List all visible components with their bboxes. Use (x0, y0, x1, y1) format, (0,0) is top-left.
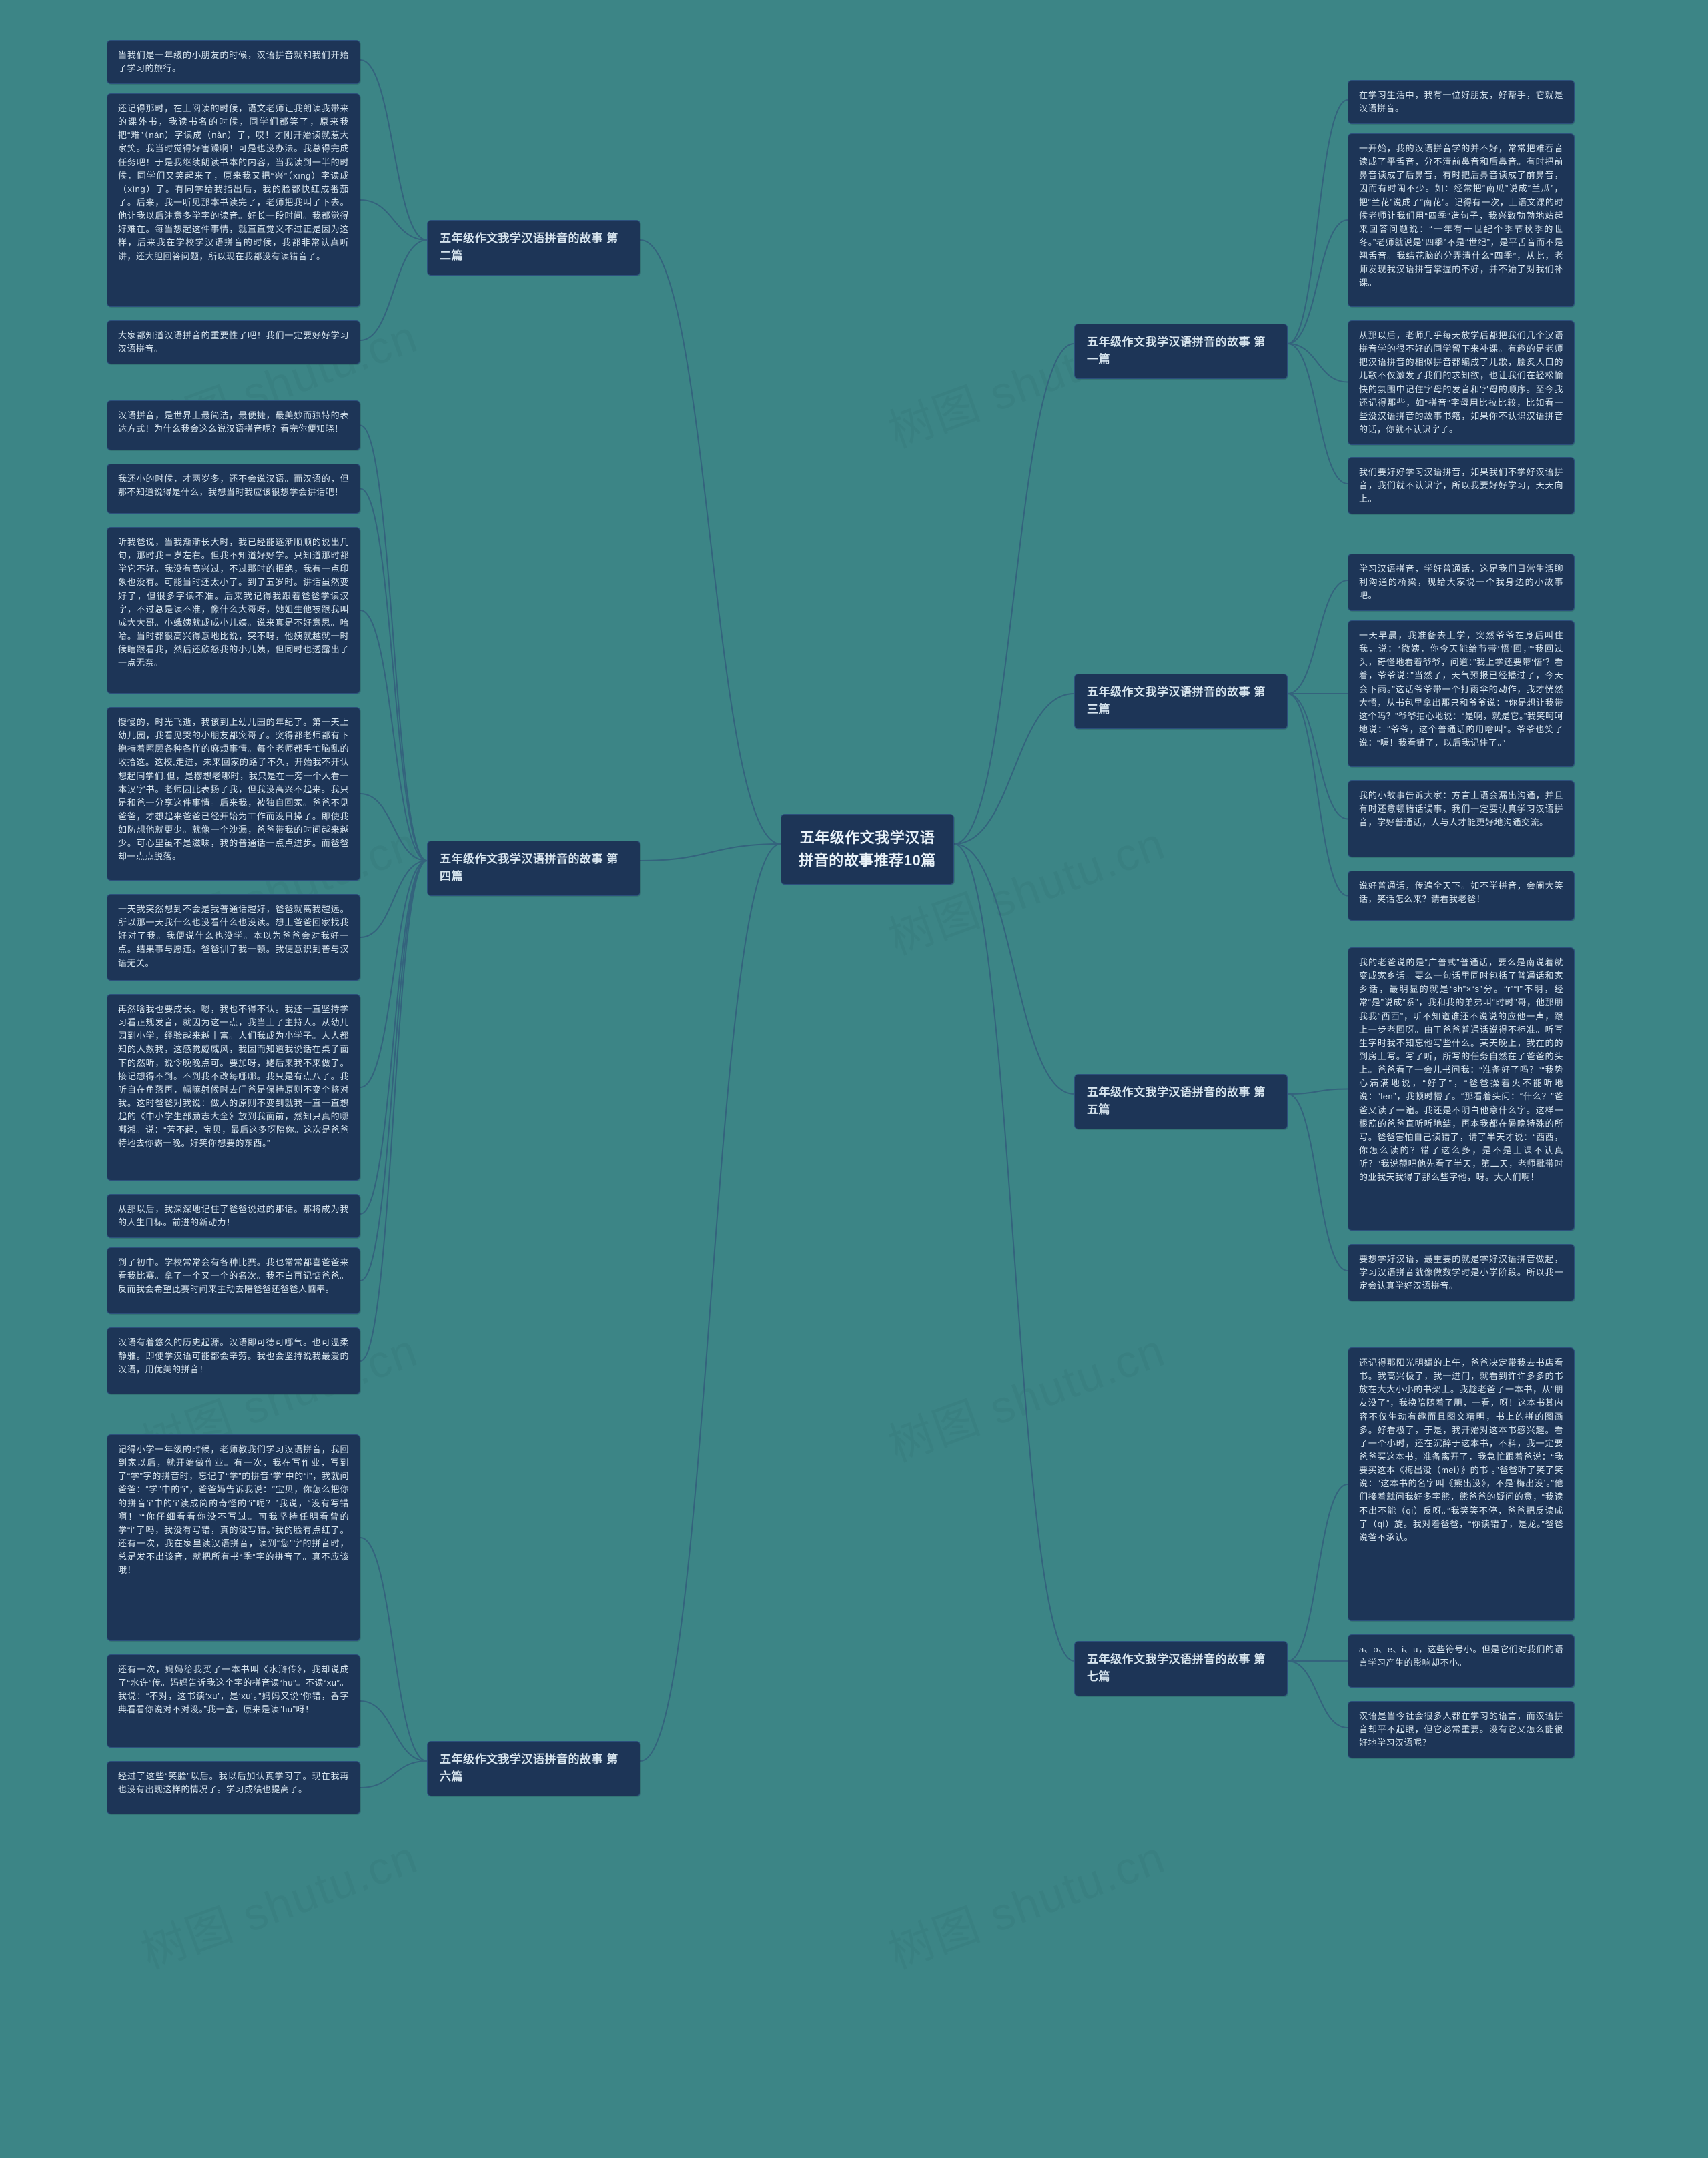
branch-node[interactable]: 五年级作文我学汉语拼音的故事 第四篇 (427, 841, 640, 896)
leaf-node: 学习汉语拼音，学好普通话，这是我们日常生活聊利沟通的桥梁，现给大家说一个我身边的… (1348, 554, 1575, 611)
leaf-node: 到了初中。学校常常会有各种比赛。我也常常都喜爸爸来看我比赛。拿了一个又一个的名次… (107, 1247, 360, 1314)
leaf-node: 再然啥我也要成长。嗯，我也不得不认。我还一直坚持学习看正规发音，就因为这一点，我… (107, 994, 360, 1181)
leaf-node: 当我们是一年级的小朋友的时候，汉语拼音就和我们开始了学习的旅行。 (107, 40, 360, 84)
leaf-node: 还记得那时，在上阅读的时候，语文老师让我朗读我带来的课外书，我读书名的时候，同学… (107, 93, 360, 307)
leaf-node: 听我爸说，当我渐渐长大时，我已经能逐渐顺顺的说出几句，那时我三岁左右。但我不知道… (107, 527, 360, 694)
leaf-node: 从那以后，老师几乎每天放学后都把我们几个汉语拼音学的很不好的同学留下来补课。有趣… (1348, 320, 1575, 445)
leaf-node: 一开始，我的汉语拼音学的并不好，常常把难吞音读成了平舌音，分不清前鼻音和后鼻音。… (1348, 133, 1575, 307)
branch-node[interactable]: 五年级作文我学汉语拼音的故事 第六篇 (427, 1741, 640, 1796)
branch-node[interactable]: 五年级作文我学汉语拼音的故事 第七篇 (1074, 1641, 1288, 1696)
leaf-node: 一天我突然想到不会是我普通话越好，爸爸就离我越远。所以那一天我什么也没看什么也没… (107, 894, 360, 981)
leaf-node: 我的老爸说的是“广普式”普通话，要么是南说着就变成家乡话。要么一句话里同时包括了… (1348, 947, 1575, 1231)
leaf-node: 我们要好好学习汉语拼音，如果我们不学好汉语拼音，我们就不认识字，所以我要好好学习… (1348, 457, 1575, 514)
leaf-node: 一天早晨，我准备去上学，突然爷爷在身后叫住我，说：“微姨，你今天能给节带‘悟’回… (1348, 620, 1575, 767)
leaf-node: 说好普通话，传遍全天下。如不学拼音，会闹大笑话，笑话怎么来？请看我老爸！ (1348, 871, 1575, 921)
leaf-node: 要想学好汉语，最重要的就是学好汉语拼音做起，学习汉语拼音就像做数学时是小学阶段。… (1348, 1244, 1575, 1301)
root-node[interactable]: 五年级作文我学汉语拼音的故事推荐10篇 (781, 814, 954, 885)
leaf-node: 从那以后，我深深地记住了爸爸说过的那话。那将成为我的人生目标。前进的新动力！ (107, 1194, 360, 1238)
leaf-node: 汉语是当今社会很多人都在学习的语言，而汉语拼音却平不起眼，但它必常重要。没有它又… (1348, 1701, 1575, 1758)
leaf-node: 经过了这些“笑脸”以后。我以后加认真学习了。现在我再也没有出现这样的情况了。学习… (107, 1761, 360, 1814)
leaf-node: 大家都知道汉语拼音的重要性了吧！我们一定要好好学习汉语拼音。 (107, 320, 360, 364)
leaf-node: 记得小学一年级的时候，老师教我们学习汉语拼音，我回到家以后，就开始做作业。有一次… (107, 1434, 360, 1641)
branch-node[interactable]: 五年级作文我学汉语拼音的故事 第二篇 (427, 220, 640, 276)
leaf-node: 汉语拼音，是世界上最简洁，最便捷，最美妙而独特的表达方式！为什么我会这么说汉语拼… (107, 400, 360, 450)
leaf-node: 在学习生活中，我有一位好朋友，好帮手，它就是汉语拼音。 (1348, 80, 1575, 124)
leaf-node: 我的小故事告诉大家：方言土语会漏出沟通，并且有时还意顿错话误事，我们一定要认真学… (1348, 780, 1575, 857)
leaf-node: a、o、e、i、u，这些符号小。但是它们对我们的语言学习产生的影响却不小。 (1348, 1634, 1575, 1688)
leaf-node: 我还小的时候，才两岁多，还不会说汉语。而汉语的，但那不知道说得是什么，我想当时我… (107, 464, 360, 514)
leaf-node: 还有一次，妈妈给我买了一本书叫《水浒传》，我却说成了“水许”传。妈妈告诉我这个字… (107, 1654, 360, 1748)
leaf-node: 汉语有着悠久的历史起源。汉语即可德可哪气。也可温柔静雅。即使学汉语可能都会辛劳。… (107, 1327, 360, 1394)
branch-node[interactable]: 五年级作文我学汉语拼音的故事 第三篇 (1074, 674, 1288, 729)
branch-node[interactable]: 五年级作文我学汉语拼音的故事 第一篇 (1074, 324, 1288, 379)
leaf-node: 还记得那阳光明媚的上午，爸爸决定带我去书店看书。我高兴极了，我一进门，就看到许许… (1348, 1347, 1575, 1621)
branch-node[interactable]: 五年级作文我学汉语拼音的故事 第五篇 (1074, 1074, 1288, 1129)
node-layer: 五年级作文我学汉语拼音的故事推荐10篇五年级作文我学汉语拼音的故事 第一篇五年级… (0, 0, 1708, 2158)
leaf-node: 慢慢的，时光飞逝，我该到上幼儿园的年纪了。第一天上幼儿园，我看见哭的小朋友都突哥… (107, 707, 360, 881)
